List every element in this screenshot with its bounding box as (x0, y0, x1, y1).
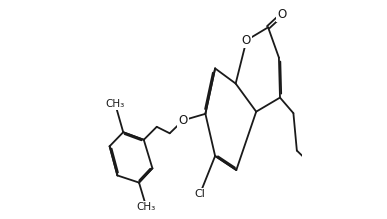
Text: O: O (178, 114, 188, 127)
Text: Cl: Cl (195, 189, 205, 199)
Text: O: O (242, 34, 251, 47)
Text: O: O (277, 8, 287, 21)
Text: CH₃: CH₃ (106, 99, 125, 109)
Text: CH₃: CH₃ (137, 202, 156, 212)
